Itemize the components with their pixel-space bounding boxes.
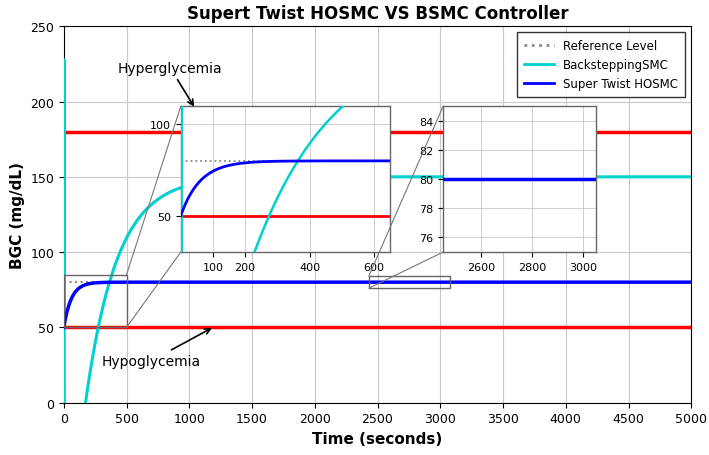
Text: Hyperglycemia: Hyperglycemia <box>118 61 223 106</box>
Bar <box>64 275 126 328</box>
Legend: Reference Level, BacksteppingSMC, Super Twist HOSMC: Reference Level, BacksteppingSMC, Super … <box>518 33 686 98</box>
Bar <box>369 277 450 288</box>
Text: Hypoglycemia: Hypoglycemia <box>101 329 211 368</box>
X-axis label: Time (seconds): Time (seconds) <box>313 431 442 446</box>
Title: Supert Twist HOSMC VS BSMC Controller: Supert Twist HOSMC VS BSMC Controller <box>186 5 569 23</box>
Y-axis label: BGC (mg/dL): BGC (mg/dL) <box>10 162 25 268</box>
